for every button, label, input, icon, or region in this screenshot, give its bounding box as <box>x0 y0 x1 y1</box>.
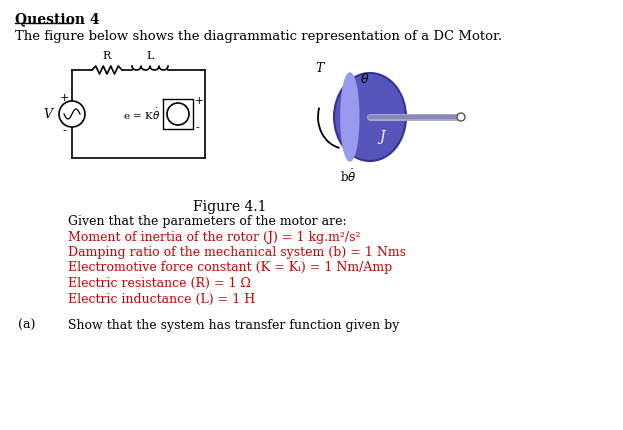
Text: b$\dot{\theta}$: b$\dot{\theta}$ <box>340 169 356 185</box>
Text: Electric resistance (R) = 1 Ω: Electric resistance (R) = 1 Ω <box>68 277 251 290</box>
Circle shape <box>59 101 85 127</box>
Circle shape <box>167 103 189 125</box>
Text: R: R <box>103 51 111 61</box>
Ellipse shape <box>341 73 359 161</box>
Circle shape <box>457 113 465 121</box>
Text: Damping ratio of the mechanical system (b) = 1 Nms: Damping ratio of the mechanical system (… <box>68 246 406 259</box>
Text: J: J <box>379 130 385 144</box>
Text: The figure below shows the diagrammatic representation of a DC Motor.: The figure below shows the diagrammatic … <box>15 30 502 43</box>
Text: Show that the system has transfer function given by: Show that the system has transfer functi… <box>68 319 399 332</box>
Text: T: T <box>316 62 324 76</box>
Text: -: - <box>62 125 66 135</box>
Text: Given that the parameters of the motor are:: Given that the parameters of the motor a… <box>68 215 346 228</box>
Text: e = K$\dot{\theta}$: e = K$\dot{\theta}$ <box>123 106 160 122</box>
Text: Figure 4.1: Figure 4.1 <box>193 200 267 214</box>
Text: Question 4: Question 4 <box>15 12 100 26</box>
Ellipse shape <box>334 73 406 161</box>
Text: V: V <box>43 108 52 120</box>
Text: -: - <box>195 122 199 132</box>
Text: Moment of inertia of the rotor (J) = 1 kg.m²/s²: Moment of inertia of the rotor (J) = 1 k… <box>68 230 361 243</box>
Text: $\theta$: $\theta$ <box>360 72 369 86</box>
Text: +: + <box>195 96 204 106</box>
Text: Electromotive force constant (K = Kᵢ) = 1 Nm/Amp: Electromotive force constant (K = Kᵢ) = … <box>68 261 392 274</box>
Text: (a): (a) <box>18 319 36 332</box>
Text: Electric inductance (L) = 1 H: Electric inductance (L) = 1 H <box>68 292 255 305</box>
Text: +: + <box>59 93 69 103</box>
Text: L: L <box>146 51 154 61</box>
